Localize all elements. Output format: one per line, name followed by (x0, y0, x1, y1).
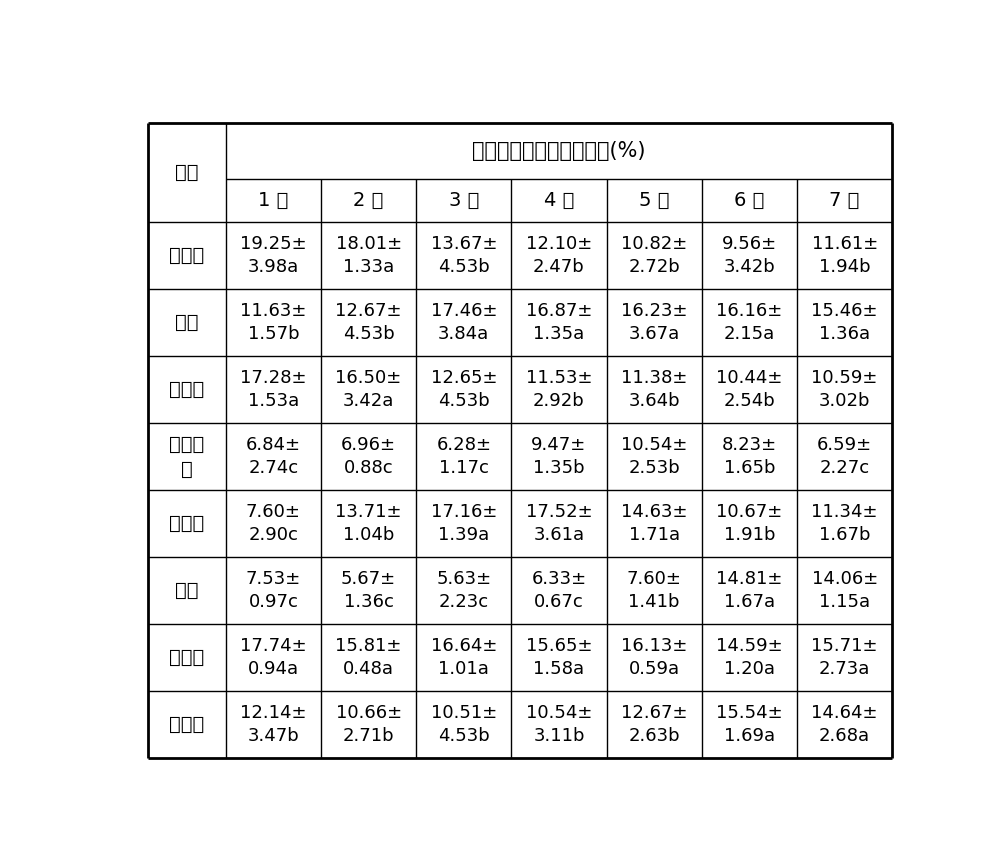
Text: 6.59±
2.27c: 6.59± 2.27c (817, 436, 872, 478)
Text: 6.28±
1.17c: 6.28± 1.17c (436, 436, 491, 478)
Text: 13.71±
1.04b: 13.71± 1.04b (335, 503, 402, 545)
Text: 菊芋: 菊芋 (175, 581, 199, 600)
Text: 11.63±
1.57b: 11.63± 1.57b (240, 302, 307, 344)
Text: 胡萝卜: 胡萝卜 (169, 715, 205, 734)
Text: 珠芽蓼: 珠芽蓼 (169, 247, 205, 265)
Text: 10.51±
4.53b: 10.51± 4.53b (431, 704, 497, 746)
Text: 17.52±
3.61a: 17.52± 3.61a (526, 503, 592, 545)
Text: 9.56±
3.42b: 9.56± 3.42b (722, 235, 777, 277)
Text: 6.96±
0.88c: 6.96± 0.88c (341, 436, 396, 478)
Text: 7.53±
0.97c: 7.53± 0.97c (246, 570, 301, 612)
Text: 12.67±
2.63b: 12.67± 2.63b (621, 704, 687, 746)
Text: 7 龄: 7 龄 (829, 192, 860, 210)
Text: 18.01±
1.33a: 18.01± 1.33a (336, 235, 402, 277)
Text: 17.28±
1.53a: 17.28± 1.53a (240, 369, 307, 411)
Text: 6.84±
2.74c: 6.84± 2.74c (246, 436, 301, 478)
Text: 草石蚕: 草石蚕 (169, 514, 205, 533)
Text: 14.06±
1.15a: 14.06± 1.15a (812, 570, 878, 612)
Text: 6.33±
0.67c: 6.33± 0.67c (531, 570, 587, 612)
Text: 15.46±
1.36a: 15.46± 1.36a (811, 302, 878, 344)
Text: 14.59±
1.20a: 14.59± 1.20a (716, 637, 783, 679)
Text: 7.60±
1.41b: 7.60± 1.41b (627, 570, 682, 612)
Text: 5.63±
2.23c: 5.63± 2.23c (436, 570, 491, 612)
Text: 15.65±
1.58a: 15.65± 1.58a (526, 637, 592, 679)
Text: 15.54±
1.69a: 15.54± 1.69a (716, 704, 783, 746)
Text: 12.65±
4.53b: 12.65± 4.53b (431, 369, 497, 411)
Text: 15.81±
0.48a: 15.81± 0.48a (335, 637, 402, 679)
Text: 11.38±
3.64b: 11.38± 3.64b (621, 369, 687, 411)
Text: 植物: 植物 (175, 163, 199, 182)
Text: 19.25±
3.98a: 19.25± 3.98a (240, 235, 307, 277)
Text: 圆穗蓼: 圆穗蓼 (169, 380, 205, 399)
Text: 12.10±
2.47b: 12.10± 2.47b (526, 235, 592, 277)
Text: 16.13±
0.59a: 16.13± 0.59a (621, 637, 687, 679)
Text: 10.59±
3.02b: 10.59± 3.02b (811, 369, 878, 411)
Text: 11.61±
1.94b: 11.61± 1.94b (812, 235, 878, 277)
Text: 11.34±
1.67b: 11.34± 1.67b (811, 503, 878, 545)
Text: 5 龄: 5 龄 (639, 192, 669, 210)
Text: 羊角天
麻: 羊角天 麻 (169, 435, 205, 478)
Text: 13.67±
4.53b: 13.67± 4.53b (431, 235, 497, 277)
Text: 14.64±
2.68a: 14.64± 2.68a (811, 704, 878, 746)
Text: 8.23±
1.65b: 8.23± 1.65b (722, 436, 777, 478)
Text: 14.63±
1.71a: 14.63± 1.71a (621, 503, 687, 545)
Text: 2 龄: 2 龄 (353, 192, 384, 210)
Text: 1 龄: 1 龄 (258, 192, 289, 210)
Text: 丹参: 丹参 (175, 313, 199, 332)
Text: 10.66±
2.71b: 10.66± 2.71b (336, 704, 402, 746)
Text: 3 龄: 3 龄 (449, 192, 479, 210)
Text: 10.67±
1.91b: 10.67± 1.91b (716, 503, 783, 545)
Text: 16.23±
3.67a: 16.23± 3.67a (621, 302, 687, 344)
Text: 小大黄: 小大黄 (169, 648, 205, 667)
Text: 17.74±
0.94a: 17.74± 0.94a (240, 637, 307, 679)
Text: 12.14±
3.47b: 12.14± 3.47b (240, 704, 307, 746)
Text: 7.60±
2.90c: 7.60± 2.90c (246, 503, 301, 545)
Text: 15.71±
2.73a: 15.71± 2.73a (811, 637, 878, 679)
Text: 10.82±
2.72b: 10.82± 2.72b (621, 235, 687, 277)
Text: 11.53±
2.92b: 11.53± 2.92b (526, 369, 592, 411)
Text: 16.50±
3.42a: 16.50± 3.42a (335, 369, 402, 411)
Text: 12.67±
4.53b: 12.67± 4.53b (335, 302, 402, 344)
Text: 10.54±
3.11b: 10.54± 3.11b (526, 704, 592, 746)
Text: 16.16±
2.15a: 16.16± 2.15a (716, 302, 783, 344)
Text: 17.16±
1.39a: 17.16± 1.39a (431, 503, 497, 545)
Text: 14.81±
1.67a: 14.81± 1.67a (716, 570, 783, 612)
Text: 16.87±
1.35a: 16.87± 1.35a (526, 302, 592, 344)
Text: 16.64±
1.01a: 16.64± 1.01a (431, 637, 497, 679)
Text: 10.54±
2.53b: 10.54± 2.53b (621, 436, 687, 478)
Text: 5.67±
1.36c: 5.67± 1.36c (341, 570, 396, 612)
Text: 17.46±
3.84a: 17.46± 3.84a (431, 302, 497, 344)
Text: 4 龄: 4 龄 (544, 192, 574, 210)
Text: 10.44±
2.54b: 10.44± 2.54b (716, 369, 783, 411)
Text: 9.47±
1.35b: 9.47± 1.35b (531, 436, 587, 478)
Text: 不同虫龄取食选择百分率(%): 不同虫龄取食选择百分率(%) (472, 141, 646, 161)
Text: 6 龄: 6 龄 (734, 192, 765, 210)
